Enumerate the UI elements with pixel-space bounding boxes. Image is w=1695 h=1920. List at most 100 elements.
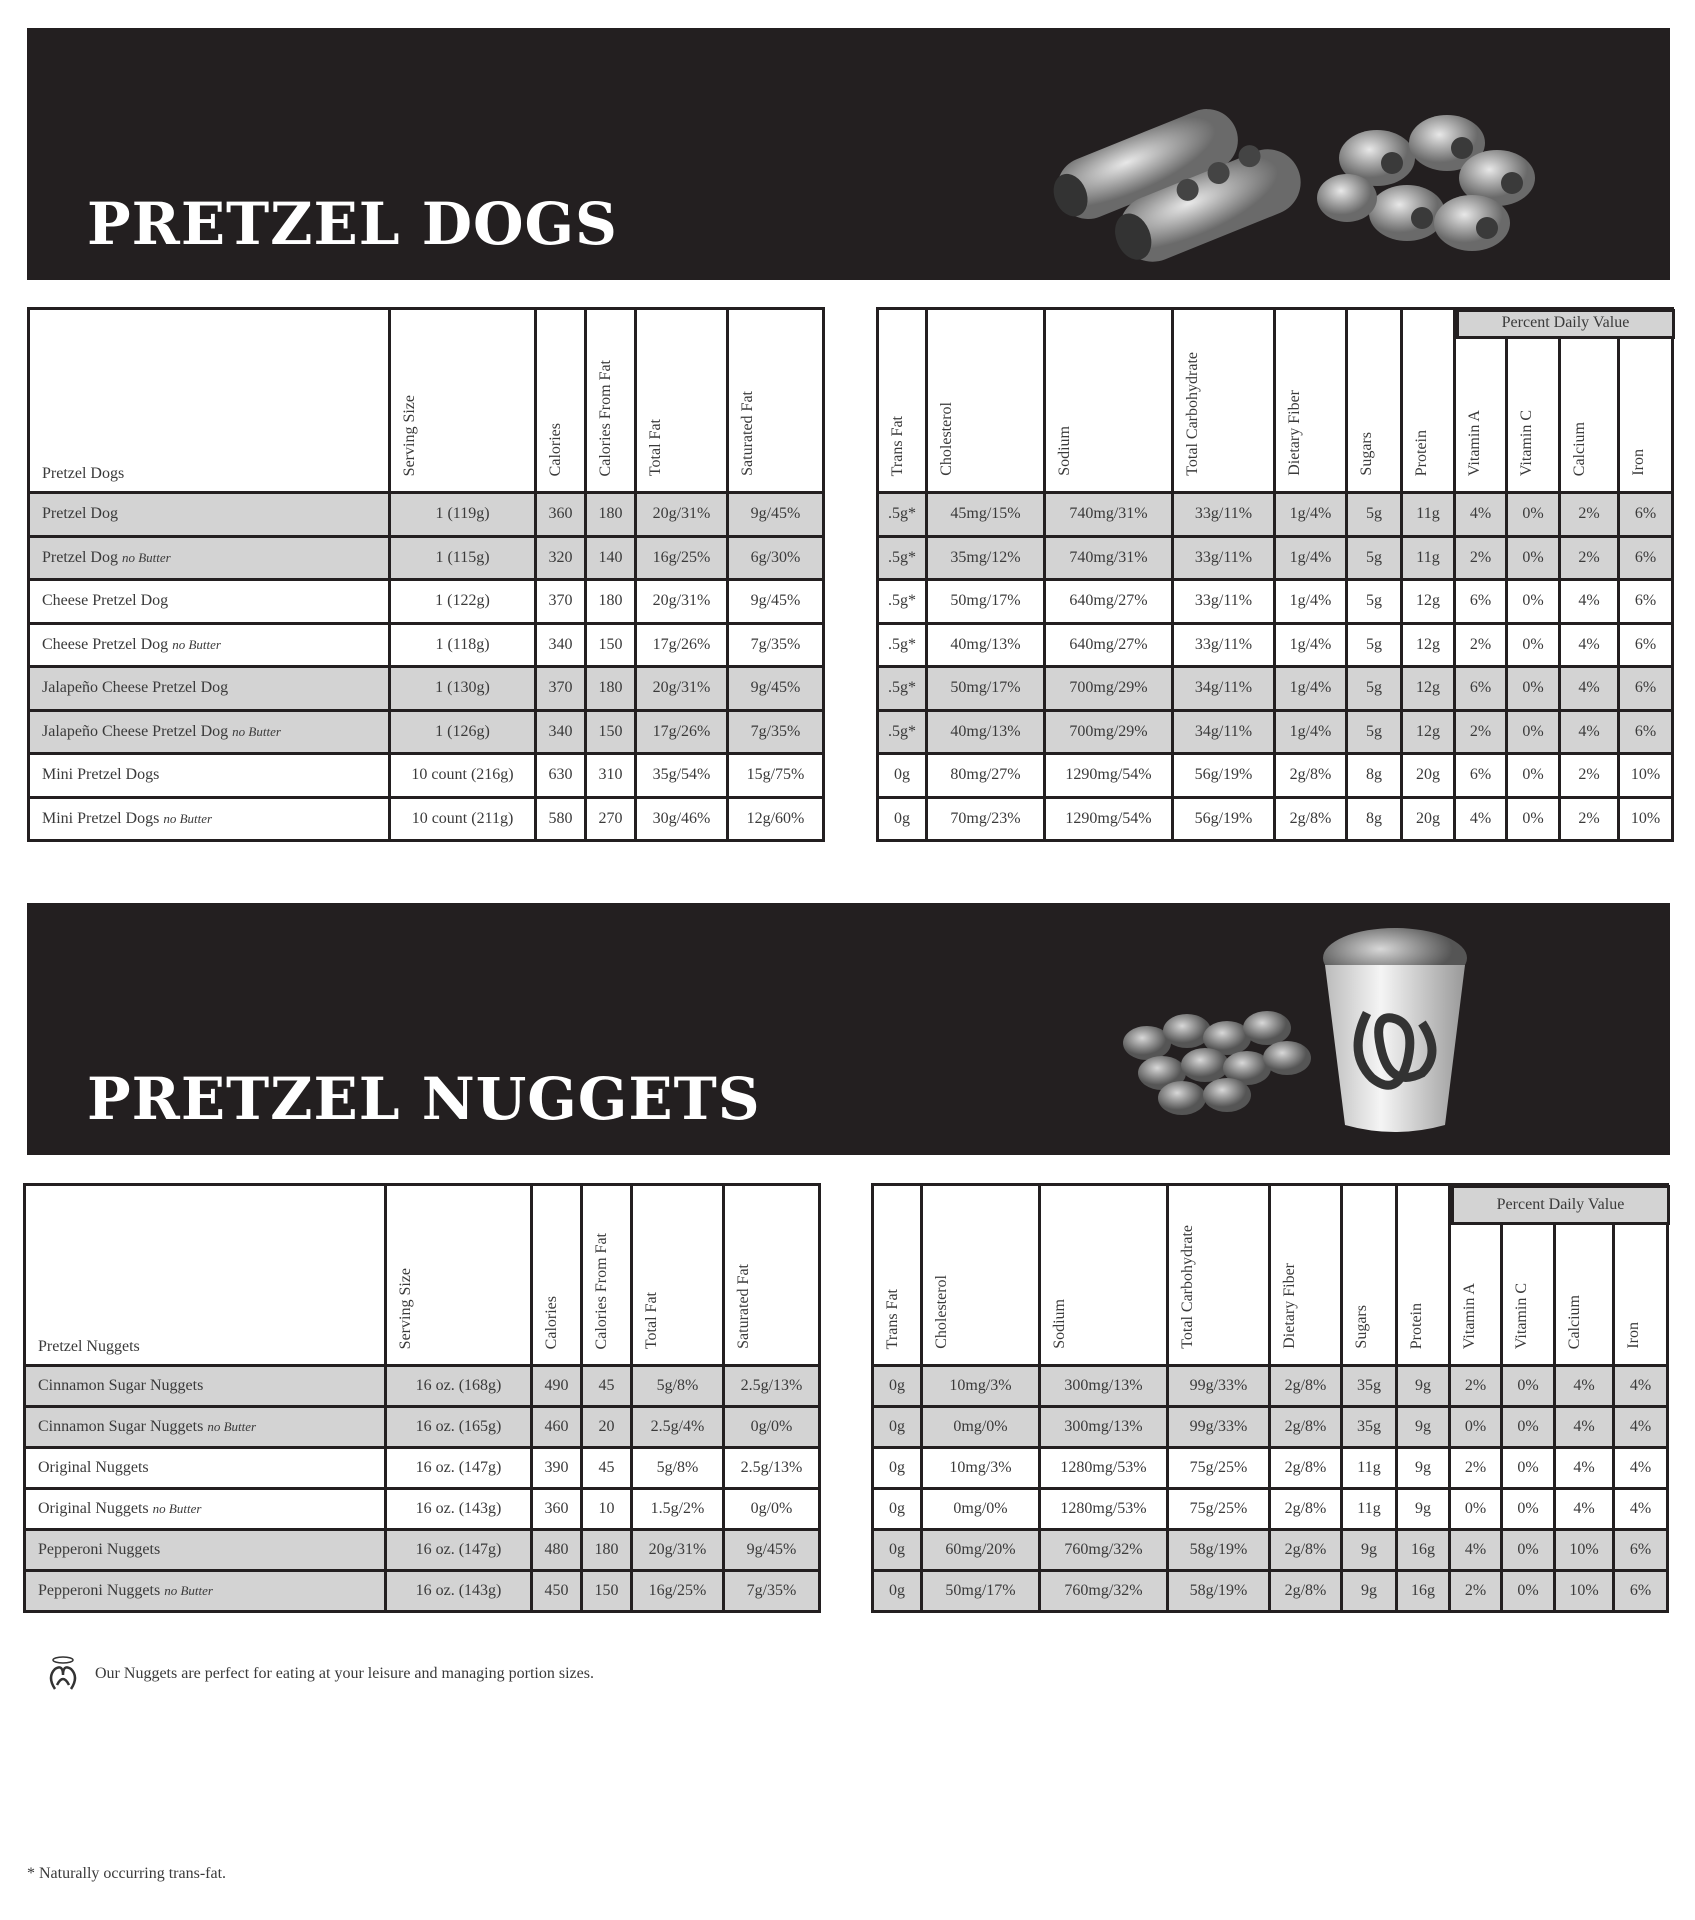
cell-value: 760mg/32% [1038,1569,1169,1613]
cell-value: 630 [534,752,587,799]
cell-value: 1 (130g) [388,665,537,712]
cell-value: 0% [1500,1528,1556,1572]
cell-value: 16g/25% [630,1569,725,1613]
cell-value: 2.5g/13% [722,1364,821,1408]
cell-value: 11g [1340,1446,1398,1490]
percent-daily-value-header: Percent Daily Value [1456,309,1675,339]
cell-value: 10mg/3% [920,1446,1041,1490]
cell-value: 0g [871,1569,923,1613]
cell-value: 6% [1453,578,1508,625]
cell-value: 20g/31% [630,1528,725,1572]
table-row: Original Nuggets 16 oz. (147g) 390 45 5g/8% 2… [23,1446,821,1490]
pretzel-dogs-photo [1053,109,1535,262]
cell-value: 180 [580,1528,633,1572]
column-header: Sugars [1340,1183,1398,1367]
cell-value: 4% [1558,578,1620,625]
cell-value: 7g/35% [726,621,825,668]
item-name: Original Nuggets no Butter [23,1487,387,1531]
column-header-label: Protein [1413,429,1430,476]
cell-value: 10mg/3% [920,1364,1041,1408]
cell-value: 11g [1340,1487,1398,1531]
column-header: Sodium [1043,307,1174,494]
cell-value: 45 [580,1364,633,1408]
cell-value: 99g/33% [1166,1405,1271,1449]
cell-value: 12g/60% [726,795,825,842]
table-row: Jalapeño Cheese Pretzel Dog no Butter 1 (… [27,708,825,755]
column-header: Cholesterol [920,1183,1041,1367]
cell-value: 4% [1453,491,1508,538]
cell-value: 10 count (216g) [388,752,537,799]
item-name-text: Original Nuggets [38,1459,149,1476]
cell-value: .5g* [876,708,928,755]
cell-value: 10 count (211g) [388,795,537,842]
table-row: Pretzel Dog 1 (119g) 360 180 20g/31% 9g/45% [27,491,825,538]
table-row: Pepperoni Nuggets 16 oz. (147g) 480 180 20g/… [23,1528,821,1572]
item-name-text: Pepperoni Nuggets [38,1541,161,1558]
column-header-label: Vitamin A [1461,1282,1478,1349]
cell-value: 50mg/17% [920,1569,1041,1613]
cell-value: 12g [1400,708,1456,755]
column-header-label: Iron [1625,1322,1642,1349]
cell-value: 34g/11% [1171,665,1276,712]
cell-value: 6% [1617,578,1674,625]
pretzel-nuggets-nutrients-table: Trans Fat Cholesterol Sodium Total Carbohyd… [871,1183,1669,1613]
cell-value: .5g* [876,665,928,712]
cell-value: 2% [1453,534,1508,581]
cell-value: 56g/19% [1171,752,1276,799]
column-header-label: Trans Fat [884,1288,901,1349]
cell-value: 300mg/13% [1038,1405,1169,1449]
item-name-suffix: no Butter [163,810,213,826]
cell-value: 480 [530,1528,583,1572]
cell-value: 340 [534,621,587,668]
item-name: Original Nuggets [23,1446,387,1490]
cell-value: 15g/75% [726,752,825,799]
column-header-label: Calories [547,422,564,476]
column-header-label: Total Carbohydrate [1179,1225,1196,1349]
cell-value: 1 (122g) [388,578,537,625]
table-row: .5g* 35mg/12% 740mg/31% 33g/11% 1g/4% 5g 11g 2%… [876,534,1674,581]
cell-value: 16 oz. (143g) [384,1487,533,1531]
column-header-label: Calories [543,1295,560,1349]
column-header: Calories From Fat [584,307,637,494]
cell-value: 4% [1612,1405,1669,1449]
cell-value: 4% [1558,621,1620,668]
table-row: Original Nuggets no Butter 16 oz. (143g) 3… [23,1487,821,1531]
cell-value: 5g [1345,621,1403,668]
item-name: Mini Pretzel Dogs no Butter [27,795,391,842]
cell-value: 0% [1505,534,1561,581]
cell-value: 80mg/27% [925,752,1046,799]
cell-value: 740mg/31% [1043,491,1174,538]
cell-value: 9g [1395,1405,1451,1449]
cell-value: 5g [1345,534,1403,581]
column-header: Protein [1395,1183,1451,1367]
item-name-text: Pretzel Dog [42,548,118,566]
table-row: .5g* 50mg/17% 640mg/27% 33g/11% 1g/4% 5g 12g 6%… [876,578,1674,625]
column-header-item: Pretzel Dogs [27,307,391,494]
cell-value: 9g/45% [726,665,825,712]
column-header-label: Serving Size [401,394,418,476]
cell-value: 2g/8% [1268,1405,1343,1449]
footnote: * Naturally occurring trans-fat. [27,1865,227,1882]
cell-value: 0% [1500,1487,1556,1531]
table-row: .5g* 40mg/13% 640mg/27% 33g/11% 1g/4% 5g 12g 2%… [876,621,1674,668]
cell-value: 1g/4% [1273,708,1348,755]
cell-value: 33g/11% [1171,534,1276,581]
cell-value: 40mg/13% [925,621,1046,668]
cell-value: 1g/4% [1273,534,1348,581]
cell-value: 740mg/31% [1043,534,1174,581]
header-row: Trans Fat Cholesterol Sodium Total Carbohyd… [876,307,1674,494]
cell-value: 10% [1553,1569,1615,1613]
cell-value: 75g/25% [1166,1446,1271,1490]
item-name-text: Pretzel Dog [42,505,118,523]
cell-value: 5g/8% [630,1364,725,1408]
nuggets-note: Our Nuggets are perfect for eating at yo… [45,1655,594,1693]
cell-value: 99g/33% [1166,1364,1271,1408]
header-row: Pretzel Nuggets Serving Size Calories Calor… [23,1183,821,1367]
cell-value: 50mg/17% [925,578,1046,625]
column-header-label: Calories From Fat [597,359,614,476]
cell-value: 45 [580,1446,633,1490]
item-name-text: Cheese Pretzel Dog [42,635,169,653]
cell-value: 0g/0% [722,1405,821,1449]
cell-value: 0% [1505,621,1561,668]
table-row: .5g* 45mg/15% 740mg/31% 33g/11% 1g/4% 5g 11g 4%… [876,491,1674,538]
